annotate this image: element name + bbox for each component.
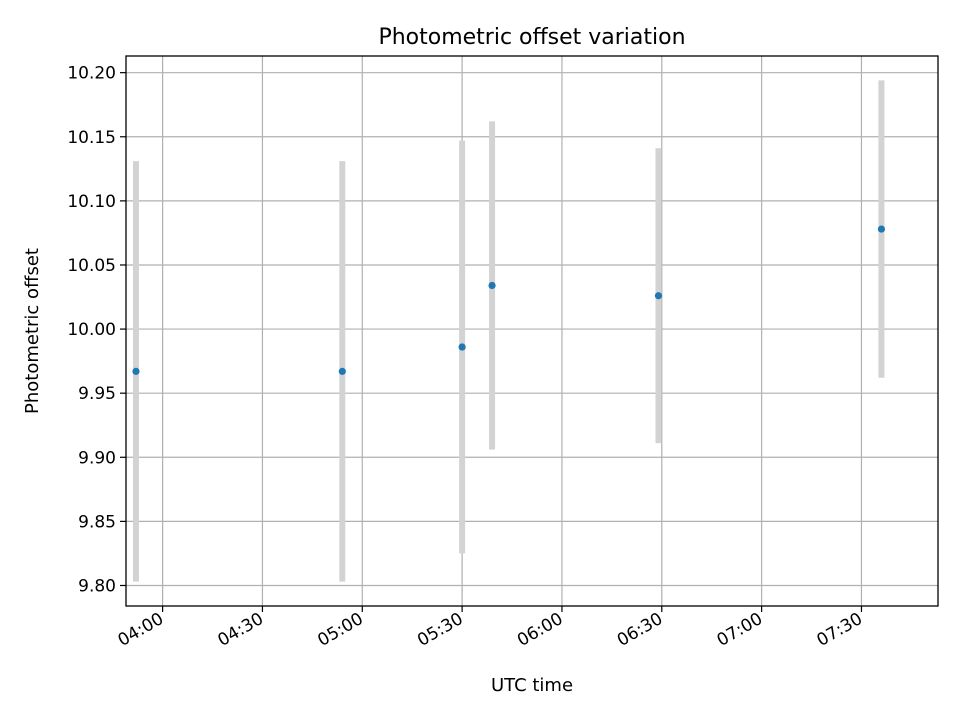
plot-frame xyxy=(125,55,939,607)
chart-title: Photometric offset variation xyxy=(378,25,685,50)
y-tick-label: 9.95 xyxy=(78,384,116,404)
y-tick-label: 9.90 xyxy=(78,448,116,468)
data-point xyxy=(654,292,663,300)
data-point xyxy=(877,225,886,233)
y-tick-label: 10.15 xyxy=(67,128,116,148)
data-point xyxy=(132,367,140,375)
grid xyxy=(126,56,938,606)
data-point xyxy=(458,343,466,351)
y-tick-label: 10.00 xyxy=(67,320,116,340)
y-tick-label: 9.85 xyxy=(78,512,116,532)
data-point xyxy=(338,367,346,375)
data-point xyxy=(488,281,496,290)
data-points xyxy=(132,225,886,375)
y-axis-ticks: 9.80 9.85 9.90 9.95 10.00 10.05 10.10 10.15 10.2… xyxy=(67,64,126,596)
y-tick-label: 10.10 xyxy=(67,192,116,212)
x-axis-label: UTC time xyxy=(491,675,573,696)
y-tick-label: 9.80 xyxy=(78,576,116,596)
y-tick-label: 10.05 xyxy=(67,256,116,276)
y-tick-label: 10.20 xyxy=(67,64,116,84)
y-axis-label: Photometric offset xyxy=(22,248,43,414)
